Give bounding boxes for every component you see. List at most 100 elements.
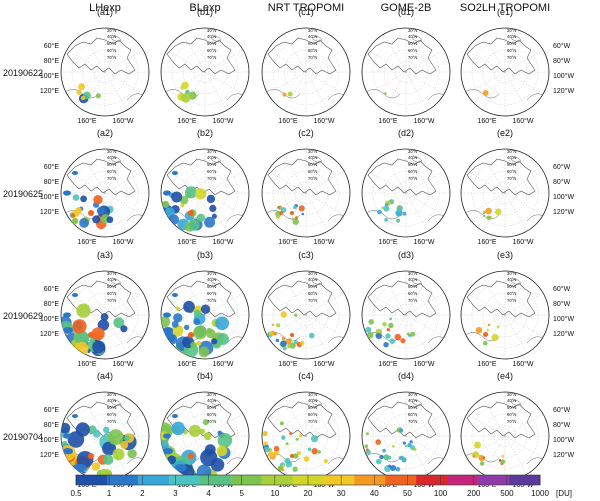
so2-plume-blob [299, 340, 305, 346]
latitude-label: 60°N [408, 48, 417, 53]
latitude-label: 60°N [308, 48, 317, 53]
colorbar-segment [230, 475, 262, 485]
meridian-line [305, 192, 329, 232]
right-lon-label: 80°W [553, 178, 571, 186]
latitude-label-top: 30°N [308, 28, 317, 33]
coastline [166, 37, 236, 75]
so2-plume-blob [180, 85, 185, 90]
latitude-label: 70°N [107, 176, 116, 181]
so2-plume-blob [183, 300, 195, 313]
so2-plume-blob [482, 90, 489, 96]
so2-plume-blob [388, 322, 394, 329]
latitude-circle [394, 424, 418, 448]
meridian-line [283, 192, 307, 232]
meridian-line [267, 292, 307, 316]
coastline [110, 279, 122, 285]
meridian-line [466, 292, 506, 316]
latitude-label: 40°N [408, 34, 417, 39]
so2-plume-blob [386, 328, 390, 332]
so2-plume-blob [211, 338, 218, 345]
latitude-label: 50°N [507, 41, 516, 46]
meridian-line [367, 71, 407, 95]
map-panels: (a1) 40°N 50°N 60°N 70°N 30°N 160°E 160°W 60°E 80… [40, 7, 575, 489]
meridian-line [305, 154, 329, 194]
so2-plume-patch [172, 171, 178, 175]
lon-label-160e: 160°E [278, 238, 297, 246]
latitude-label: 50°N [207, 162, 216, 167]
row-date-20190629: 20190629 [3, 311, 43, 321]
latitude-label: 70°N [408, 419, 417, 424]
so2-plume-blob [91, 462, 101, 471]
meridian-line [204, 397, 228, 437]
coastline [367, 158, 437, 196]
latitude-label: 70°N [107, 419, 116, 424]
so2-plume-blob [395, 209, 403, 217]
so2-plume-blob [402, 441, 406, 445]
meridian-line [283, 33, 307, 73]
latitude-label-top: 30°N [507, 28, 516, 33]
coastline [466, 280, 536, 318]
latitude-label: 40°N [207, 398, 216, 403]
meridian-line [305, 170, 345, 194]
so2-plume-blob [482, 211, 486, 215]
map-content [161, 149, 249, 237]
meridian-line [104, 292, 144, 316]
right-lon-label: 80°W [553, 57, 571, 65]
meridian-line [305, 71, 345, 95]
so2-plume-blob [285, 338, 292, 345]
so2-plume-patch [162, 447, 173, 455]
meridian-line [182, 33, 206, 73]
latitude-label: 60°N [207, 291, 216, 296]
coastline [210, 279, 222, 285]
latitude-label: 50°N [207, 405, 216, 410]
coastline [210, 36, 222, 42]
so2-plume-patch [172, 293, 178, 297]
so2-plume-blob [100, 313, 109, 321]
latitude-label: 60°N [507, 169, 516, 174]
map-content [262, 271, 350, 359]
so2-plume-blob [293, 340, 298, 345]
meridian-line [66, 170, 106, 194]
so2-plume-blob [410, 331, 416, 337]
meridian-line [405, 192, 445, 216]
latitude-label: 50°N [107, 284, 116, 289]
so2-plume-blob [124, 435, 130, 442]
meridian-line [482, 435, 506, 475]
right-lon-label: 100°W [553, 72, 574, 80]
coastline [311, 279, 323, 285]
so2-plume-blob [206, 194, 216, 204]
meridian-line [104, 49, 144, 73]
so2-plume-blob [171, 320, 179, 328]
coastline [466, 158, 536, 196]
so2-plume-blob [91, 327, 105, 341]
latitude-label: 60°N [107, 412, 116, 417]
so2-plume-blob [93, 195, 103, 205]
latitude-label: 50°N [107, 162, 116, 167]
coastline [466, 37, 536, 75]
so2-plume-blob [294, 313, 298, 317]
so2-plume-blob [500, 459, 506, 464]
meridian-line [305, 49, 345, 73]
meridian-line [305, 292, 345, 316]
latitude-label: 50°N [408, 284, 417, 289]
latitude-label: 50°N [507, 162, 516, 167]
latitude-label: 70°N [507, 419, 516, 424]
so2-plume-blob [323, 459, 328, 464]
colorbar-segment [509, 475, 541, 485]
map-panel-e1: (e1) 40°N 50°N 60°N 70°N 30°N 160°E 160°W 60°W 80… [460, 7, 574, 125]
latitude-label: 40°N [408, 155, 417, 160]
coastline [311, 36, 323, 42]
lon-label-160w: 160°W [413, 238, 434, 246]
meridian-line [504, 192, 528, 232]
latitude-label: 60°N [507, 412, 516, 417]
meridian-line [405, 276, 429, 316]
so2-plume-blob [402, 211, 407, 216]
so2-plume-blob [382, 448, 386, 453]
lon-label-160e: 160°E [378, 238, 397, 246]
so2-plume-blob [263, 441, 268, 446]
so2-plume-blob [71, 213, 76, 218]
so2-plume-blob [217, 433, 233, 448]
so2-plume-blob [175, 306, 180, 311]
so2-plume-blob [365, 326, 372, 333]
